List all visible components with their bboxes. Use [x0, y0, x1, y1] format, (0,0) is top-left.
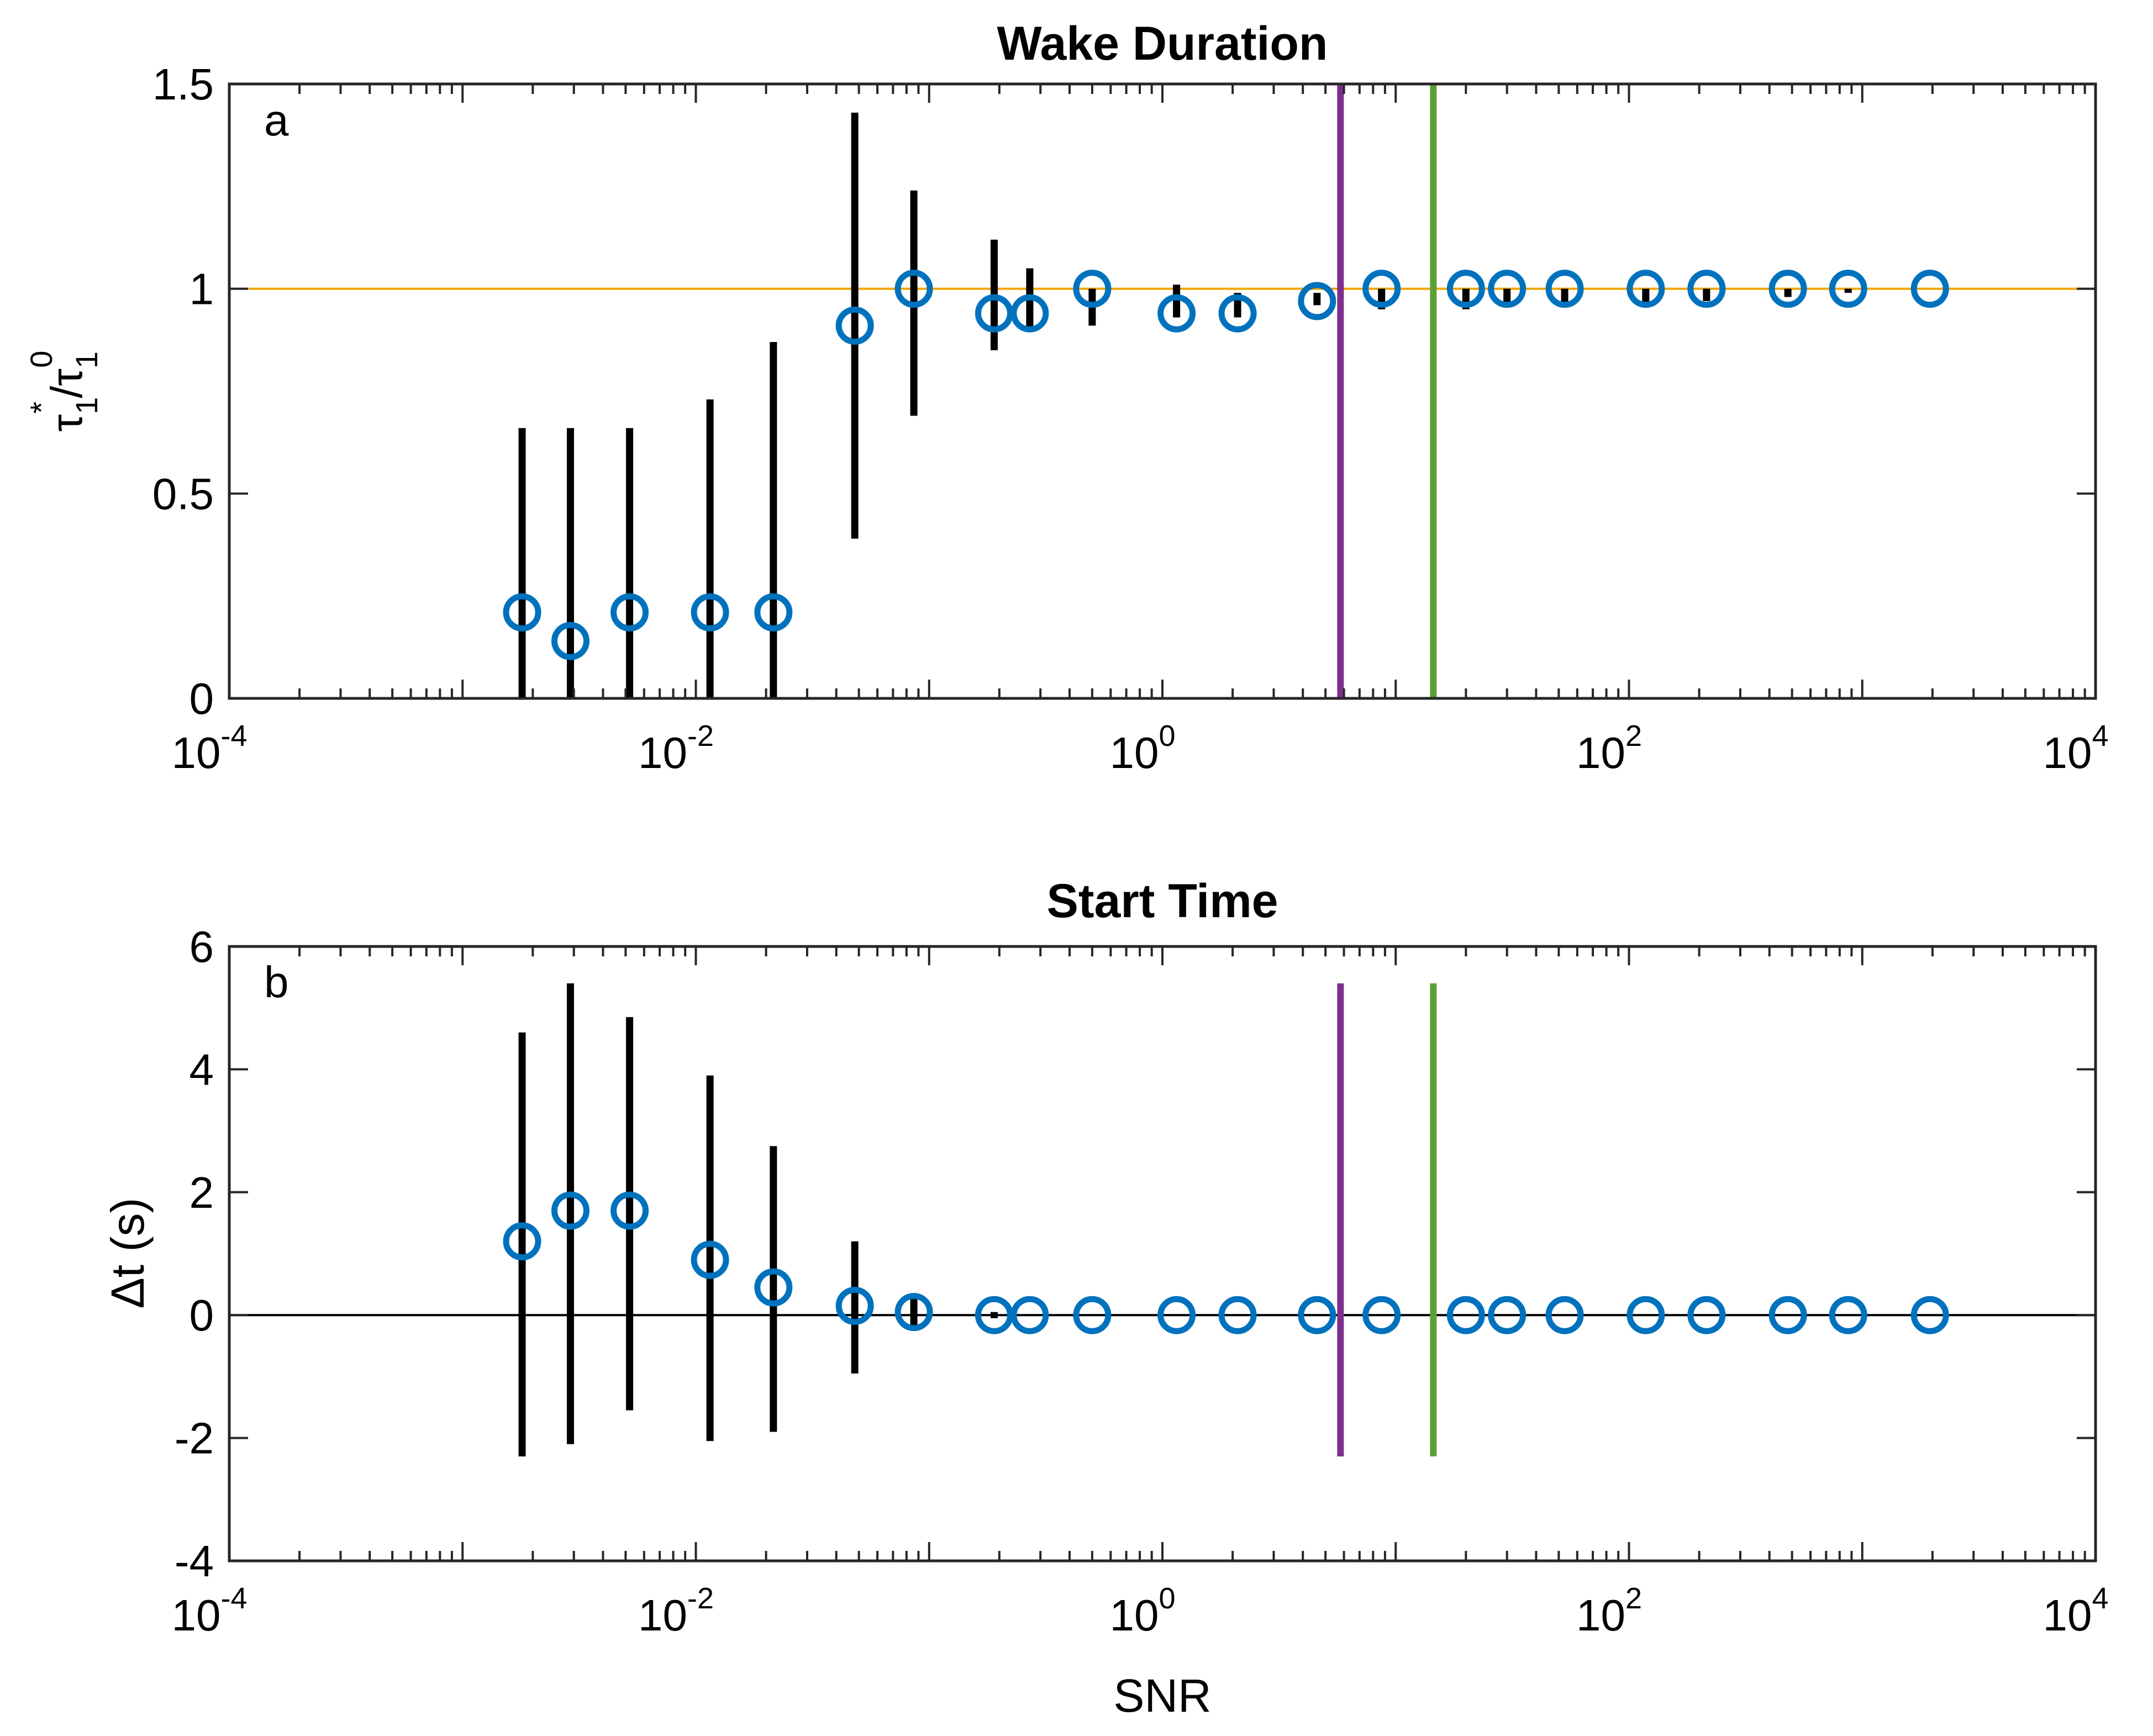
- data-point: [1910, 1296, 1949, 1334]
- data-point: [1626, 270, 1665, 308]
- data-point: [754, 593, 793, 632]
- data-point: [691, 1240, 729, 1279]
- panel-a-y-axis-label: τ1*/τ10: [24, 351, 104, 432]
- data-point: [975, 294, 1013, 333]
- data-point: [975, 1296, 1013, 1334]
- y-tick-label: -4: [175, 1537, 214, 1586]
- data-point: [1626, 1296, 1665, 1334]
- panel-b-letter: b: [264, 958, 289, 1007]
- data-point: [835, 1287, 874, 1325]
- data-point: [610, 1191, 649, 1230]
- panel-a-background: [229, 84, 2096, 698]
- data-point: [1446, 270, 1485, 308]
- data-point: [1010, 294, 1049, 333]
- data-point: [1488, 1296, 1526, 1334]
- data-point: [503, 1222, 541, 1261]
- data-point: [894, 1293, 933, 1332]
- data-point: [1157, 294, 1196, 333]
- x-tick-label: 10-2: [638, 719, 714, 777]
- data-point: [551, 1191, 589, 1230]
- panel-a-letter: a: [264, 96, 289, 145]
- data-point: [894, 270, 933, 308]
- x-tick-label: 102: [1576, 1582, 1642, 1640]
- x-tick-label: 102: [1576, 719, 1642, 777]
- data-point: [1488, 270, 1526, 308]
- panel-a-title: Wake Duration: [997, 17, 1328, 70]
- data-point: [1687, 1296, 1726, 1334]
- data-point: [754, 1268, 793, 1307]
- x-tick-label: 10-4: [172, 1582, 248, 1640]
- data-point: [835, 306, 874, 345]
- y-tick-label: 0: [189, 1291, 214, 1340]
- data-point: [1073, 1296, 1112, 1334]
- panel-b-title: Start Time: [1047, 875, 1278, 928]
- x-tick-label: 100: [1109, 1582, 1175, 1640]
- data-point: [551, 622, 589, 660]
- y-tick-label: 6: [189, 922, 214, 971]
- panel-a-tick-layer: 10-4 10-2 100 102 104 0 0.5 1 1.5: [152, 60, 2109, 777]
- data-point: [1768, 270, 1807, 308]
- y-tick-label: 0.5: [152, 469, 214, 518]
- y-tick-label: -2: [175, 1414, 214, 1463]
- data-point: [1829, 1296, 1867, 1334]
- y-tick-label: 4: [189, 1045, 214, 1094]
- data-point: [1362, 1296, 1401, 1334]
- data-point: [1218, 294, 1257, 333]
- x-axis-label: SNR: [1113, 1670, 1211, 1722]
- y-tick-label: 0: [189, 674, 214, 723]
- panel-b-y-axis-label: Δt (s): [102, 1198, 154, 1309]
- panel-start-time: 10-4 10-2 100 102 104 -4 -2 0 2 4 6 Start Time b Δ…: [102, 875, 2109, 1722]
- panel-a-plot-layer: [229, 84, 2096, 698]
- data-point: [1157, 1296, 1196, 1334]
- x-tick-label: 10-2: [638, 1582, 714, 1640]
- data-point: [1910, 270, 1949, 308]
- data-point: [1446, 1296, 1485, 1334]
- x-tick-label: 104: [2043, 1582, 2108, 1640]
- data-point: [1687, 270, 1726, 308]
- y-tick-label: 1.5: [152, 60, 214, 109]
- x-tick-label: 10-4: [172, 719, 248, 777]
- data-point: [1298, 282, 1336, 320]
- panel-b-tick-layer: 10-4 10-2 100 102 104 -4 -2 0 2 4 6: [172, 922, 2109, 1640]
- data-point: [1298, 1296, 1336, 1334]
- data-point: [1362, 270, 1401, 308]
- y-tick-label: 1: [189, 265, 214, 314]
- data-point: [610, 593, 649, 632]
- panel-b-plot-layer: [229, 983, 2096, 1456]
- x-tick-label: 100: [1109, 719, 1175, 777]
- data-point: [1218, 1296, 1257, 1334]
- data-point: [691, 593, 729, 632]
- x-tick-label: 104: [2043, 719, 2108, 777]
- panel-b-background: [229, 946, 2096, 1561]
- data-point: [1010, 1296, 1049, 1334]
- data-point: [1829, 270, 1867, 308]
- data-point: [503, 593, 541, 632]
- data-point: [1768, 1296, 1807, 1334]
- y-tick-label: 2: [189, 1168, 214, 1217]
- data-point: [1073, 270, 1112, 308]
- data-point: [1545, 270, 1584, 308]
- data-point: [1545, 1296, 1584, 1334]
